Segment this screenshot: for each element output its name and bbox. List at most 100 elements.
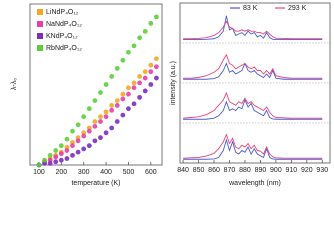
point bbox=[98, 119, 103, 124]
point bbox=[53, 154, 59, 160]
point bbox=[154, 64, 159, 70]
x-tick-label: 880 bbox=[239, 167, 251, 174]
legend-label: 83 K bbox=[243, 5, 258, 12]
point bbox=[126, 49, 131, 55]
x-tick-label: 850 bbox=[193, 167, 205, 174]
point bbox=[148, 69, 154, 75]
point bbox=[47, 152, 53, 158]
point bbox=[103, 82, 109, 87]
y-axis-title: λ-λ₀ bbox=[11, 78, 18, 90]
legend-marker bbox=[37, 45, 43, 51]
point bbox=[142, 75, 148, 81]
spectrum-line bbox=[183, 20, 323, 40]
point bbox=[120, 57, 126, 63]
point bbox=[103, 114, 109, 120]
legend-label: 293 K bbox=[288, 5, 307, 12]
x-tick-label: 900 bbox=[270, 167, 282, 174]
spectrum-line bbox=[183, 98, 323, 120]
point bbox=[131, 43, 137, 49]
spectrum-line bbox=[183, 133, 323, 159]
point bbox=[98, 114, 103, 120]
point bbox=[148, 62, 154, 68]
point bbox=[81, 133, 87, 139]
point bbox=[137, 94, 143, 100]
legend-label: RbNdP₄O₁₂ bbox=[46, 45, 82, 52]
point bbox=[126, 85, 131, 91]
point bbox=[137, 35, 143, 41]
x-axis-title: wavelength (nm) bbox=[228, 180, 281, 187]
point bbox=[142, 28, 148, 34]
x-tick-label: 840 bbox=[177, 167, 189, 174]
spectrum-line bbox=[183, 53, 323, 79]
point bbox=[120, 91, 126, 97]
point bbox=[154, 56, 159, 62]
x-tick-label: 600 bbox=[145, 169, 157, 176]
x-axis-title: temperature (K) bbox=[71, 180, 120, 187]
point bbox=[70, 143, 75, 149]
x-tick-label: 100 bbox=[33, 169, 45, 176]
legend-label: LiNdP₄O₁₂ bbox=[46, 9, 79, 16]
point bbox=[154, 14, 159, 20]
point bbox=[75, 149, 81, 155]
spectrum-line bbox=[183, 91, 323, 119]
point bbox=[58, 151, 64, 157]
x-tick-label: 400 bbox=[100, 169, 112, 176]
point bbox=[148, 20, 154, 26]
point bbox=[92, 98, 98, 103]
point bbox=[120, 112, 126, 118]
point bbox=[131, 80, 137, 86]
point bbox=[126, 91, 131, 97]
point bbox=[131, 85, 137, 91]
point bbox=[64, 136, 70, 142]
point bbox=[75, 122, 81, 128]
legend-marker bbox=[37, 33, 43, 39]
point bbox=[114, 119, 120, 124]
x-tick-label: 910 bbox=[285, 167, 297, 174]
point bbox=[86, 143, 92, 149]
point bbox=[109, 103, 115, 108]
point bbox=[137, 74, 143, 79]
point bbox=[148, 82, 154, 87]
point bbox=[142, 88, 148, 94]
left-plot-frame bbox=[29, 3, 163, 166]
x-tick-label: 860 bbox=[208, 167, 220, 174]
point bbox=[70, 128, 75, 134]
point bbox=[86, 106, 92, 112]
point bbox=[58, 143, 64, 149]
point bbox=[47, 160, 53, 166]
point bbox=[64, 148, 70, 153]
point bbox=[53, 159, 59, 165]
point bbox=[92, 119, 98, 124]
x-tick-label: 920 bbox=[301, 167, 313, 174]
point bbox=[114, 98, 120, 103]
point bbox=[98, 90, 103, 95]
x-tick-label: 870 bbox=[224, 167, 236, 174]
legend-label: KNdP₄O₁₂ bbox=[46, 33, 78, 40]
point bbox=[103, 130, 109, 136]
x-tick-label: 890 bbox=[255, 167, 267, 174]
point bbox=[92, 123, 98, 129]
point bbox=[75, 138, 81, 144]
spectrum-line bbox=[183, 15, 323, 41]
point bbox=[36, 162, 42, 168]
x-tick-label: 200 bbox=[55, 169, 67, 176]
point bbox=[137, 80, 143, 86]
point bbox=[114, 103, 120, 108]
x-tick-label: 930 bbox=[316, 167, 328, 174]
x-tick-label: 300 bbox=[78, 169, 90, 176]
legend-marker bbox=[37, 21, 43, 27]
spectrum-line bbox=[183, 138, 323, 160]
point bbox=[81, 146, 87, 152]
point bbox=[120, 96, 126, 102]
legend-label: NaNdP₄O₁₂ bbox=[46, 21, 82, 28]
point bbox=[114, 66, 120, 71]
y-axis-title: intensity (a.u.) bbox=[170, 61, 177, 105]
spectrum-line bbox=[183, 62, 323, 80]
point bbox=[109, 107, 115, 113]
point bbox=[58, 157, 64, 163]
point bbox=[53, 148, 59, 153]
point bbox=[126, 106, 131, 112]
point bbox=[103, 109, 109, 115]
point bbox=[98, 135, 103, 141]
point bbox=[70, 152, 75, 158]
